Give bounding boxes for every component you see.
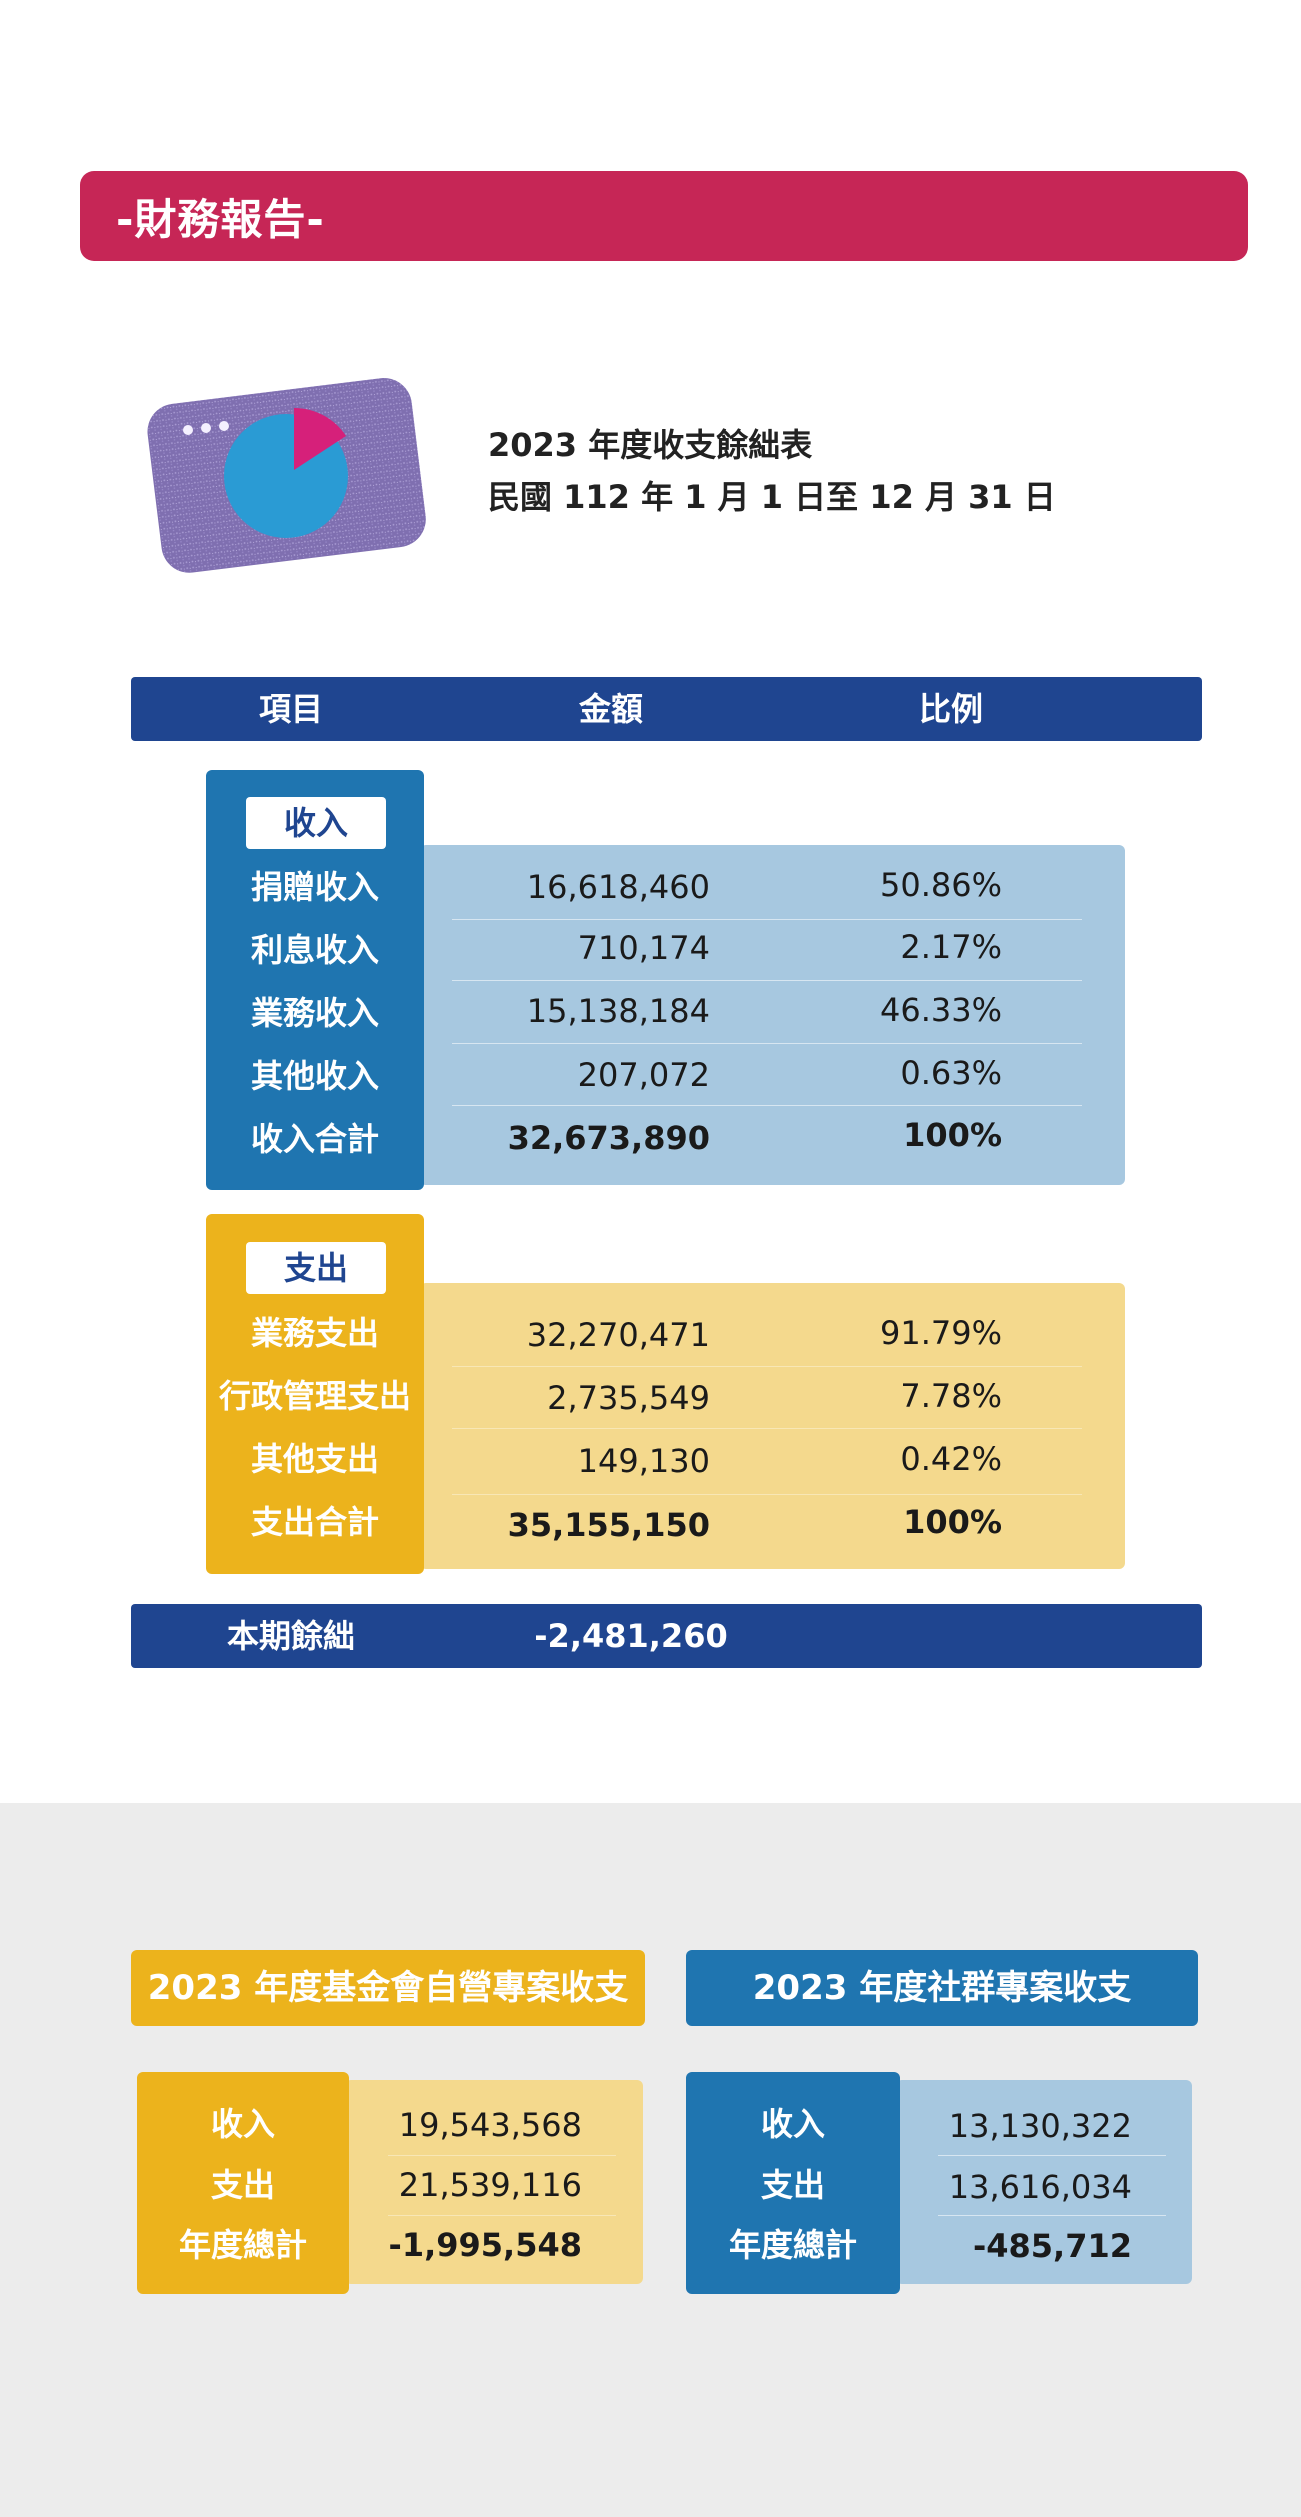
- income-tag: 收入: [246, 797, 386, 849]
- net-result-bar: 本期餘絀 -2,481,260: [131, 1604, 1202, 1668]
- header-amount: 金額: [578, 690, 643, 728]
- row-divider: [452, 1494, 1082, 1495]
- self-run-income-label: 收入: [210, 2105, 275, 2143]
- income-values-panel: [420, 845, 1125, 1185]
- self-run-projects-title: 2023 年度基金會自營專案收支: [131, 1950, 645, 2026]
- row-divider: [452, 1428, 1082, 1429]
- row-divider: [388, 2215, 616, 2216]
- community-label-column: [686, 2072, 900, 2294]
- pie-chart-window-icon: [140, 368, 440, 592]
- row-divider: [452, 1105, 1082, 1106]
- self-run-total-label: 年度總計: [178, 2226, 307, 2264]
- community-total-value: -485,712: [972, 2227, 1132, 2265]
- table-header: 項目 金額 比例: [131, 677, 1202, 741]
- income-row-amount: 15,138,184: [526, 992, 710, 1030]
- page-banner: -財務報告-: [80, 171, 1248, 261]
- row-divider: [452, 980, 1082, 981]
- banner-title: -財務報告-: [116, 194, 325, 244]
- net-label: 本期餘絀: [226, 1617, 355, 1655]
- expense-total-label: 支出合計: [250, 1503, 379, 1541]
- net-amount: -2,481,260: [534, 1617, 728, 1655]
- income-total-label: 收入合計: [250, 1120, 379, 1158]
- community-income-value: 13,130,322: [948, 2107, 1132, 2145]
- income-row-amount: 207,072: [577, 1056, 710, 1094]
- row-divider: [938, 2155, 1166, 2156]
- self-run-income-value: 19,543,568: [398, 2106, 582, 2144]
- expense-row-label: 業務支出: [250, 1314, 379, 1352]
- header-ratio: 比例: [918, 690, 983, 728]
- expense-row-label: 其他支出: [250, 1440, 379, 1478]
- income-row-ratio: 0.63%: [900, 1054, 1002, 1092]
- expense-row-ratio: 91.79%: [879, 1314, 1002, 1352]
- statement-title: 2023 年度收支餘絀表: [488, 426, 813, 464]
- expense-row-label: 行政管理支出: [218, 1377, 411, 1415]
- income-row-ratio: 50.86%: [879, 866, 1002, 904]
- row-divider: [452, 919, 1082, 920]
- income-row-label: 其他收入: [250, 1057, 379, 1095]
- self-run-label-column: [137, 2072, 349, 2294]
- income-row-ratio: 46.33%: [879, 991, 1002, 1029]
- row-divider: [938, 2215, 1166, 2216]
- community-income-label: 收入: [760, 2105, 825, 2143]
- expense-row-amount: 149,130: [577, 1442, 710, 1480]
- income-row-amount: 16,618,460: [526, 868, 710, 906]
- self-run-values-panel: [345, 2080, 643, 2284]
- self-run-expense-value: 21,539,116: [398, 2166, 582, 2204]
- income-total-ratio: 100%: [903, 1116, 1002, 1154]
- expense-row-ratio: 7.78%: [900, 1377, 1002, 1415]
- community-projects-title: 2023 年度社群專案收支: [686, 1950, 1198, 2026]
- expense-row-amount: 2,735,549: [547, 1379, 710, 1417]
- income-row-label: 利息收入: [250, 931, 379, 969]
- community-values-panel: [896, 2080, 1192, 2284]
- community-expense-value: 13,616,034: [948, 2168, 1132, 2206]
- row-divider: [388, 2155, 616, 2156]
- income-row-amount: 710,174: [577, 929, 710, 967]
- community-expense-label: 支出: [760, 2166, 825, 2204]
- expense-row-ratio: 0.42%: [900, 1440, 1002, 1478]
- income-row-label: 業務收入: [250, 994, 379, 1032]
- self-run-total-value: -1,995,548: [388, 2226, 582, 2264]
- income-row-label: 捐贈收入: [250, 868, 379, 906]
- header-item: 項目: [258, 690, 323, 728]
- expense-tag: 支出: [246, 1242, 386, 1294]
- statement-period: 民國 112 年 1 月 1 日至 12 月 31 日: [488, 478, 1056, 516]
- income-row-ratio: 2.17%: [900, 928, 1002, 966]
- row-divider: [452, 1366, 1082, 1367]
- row-divider: [452, 1043, 1082, 1044]
- income-total-amount: 32,673,890: [507, 1119, 710, 1157]
- community-total-label: 年度總計: [728, 2226, 857, 2264]
- self-run-expense-label: 支出: [210, 2166, 275, 2204]
- expense-total-amount: 35,155,150: [507, 1506, 710, 1544]
- expense-values-panel: [420, 1283, 1125, 1569]
- expense-row-amount: 32,270,471: [526, 1316, 710, 1354]
- expense-total-ratio: 100%: [903, 1503, 1002, 1541]
